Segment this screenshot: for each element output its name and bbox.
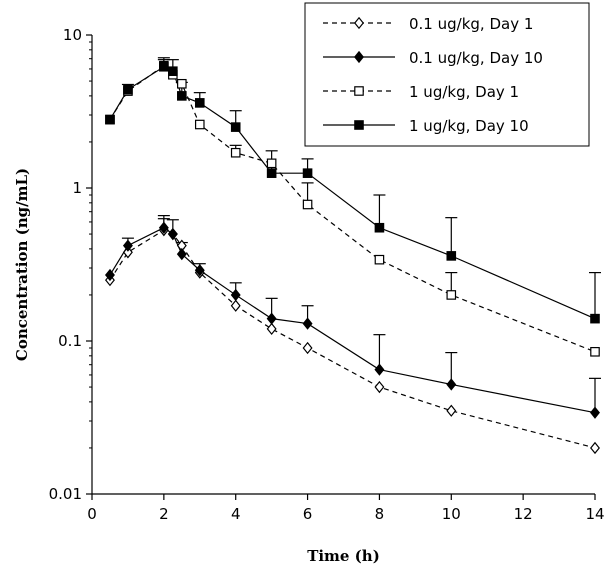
data-point: [374, 363, 385, 376]
x-tick-label: 2: [159, 505, 169, 523]
data-point: [159, 61, 169, 72]
y-tick-label: 0.1: [58, 332, 82, 350]
data-point: [105, 114, 115, 125]
legend-marker: [354, 120, 364, 130]
legend: 0.1 ug/kg, Day 1 0.1 ug/kg, Day 10 1 ug/kg…: [304, 2, 590, 147]
legend-label: 1 ug/kg, Day 10: [409, 117, 529, 135]
data-point: [123, 84, 133, 95]
data-point: [374, 380, 385, 394]
data-point: [302, 199, 313, 210]
x-tick-label: 6: [303, 505, 313, 523]
data-point: [266, 168, 277, 178]
data-point: [230, 122, 241, 132]
series-line-1: [109, 229, 596, 449]
series-line-3: [109, 64, 596, 353]
x-tick-label: 0: [87, 505, 97, 523]
data-point: [177, 78, 187, 89]
data-point: [230, 288, 241, 302]
x-tick-label: 14: [585, 505, 604, 523]
x-tick-label: 8: [375, 505, 385, 523]
y-tick-label: 10: [63, 26, 82, 44]
x-tick-label: 12: [514, 505, 533, 523]
axes: [91, 35, 595, 495]
data-point: [104, 268, 115, 282]
x-axis-title: Time (h): [307, 547, 380, 565]
y-tick-label: 0.01: [49, 485, 82, 503]
data-point: [122, 246, 133, 259]
data-point: [167, 227, 178, 241]
x-axis-ticks: 0 2 4 6 8 10 12 14: [87, 494, 605, 523]
data-point: [374, 254, 385, 265]
legend-box: [304, 2, 590, 147]
legend-label: 1 ug/kg, Day 1: [409, 83, 519, 101]
data-point: [266, 158, 277, 169]
data-point: [446, 251, 457, 261]
data-point: [302, 168, 313, 178]
data-point: [446, 378, 457, 391]
data-point: [590, 406, 600, 419]
data-point: [122, 239, 133, 252]
data-point: [590, 441, 600, 455]
data-point: [590, 346, 600, 357]
x-tick-label: 4: [231, 505, 241, 523]
data-point: [230, 299, 241, 312]
data-point: [446, 404, 457, 417]
series-line-2: [109, 227, 596, 414]
legend-marker: [354, 50, 364, 64]
data-point: [302, 341, 313, 355]
data-point: [374, 222, 385, 233]
legend-marker: [354, 86, 364, 96]
data-point: [194, 264, 205, 277]
data-point: [177, 91, 187, 101]
y-axis-ticks: 0.01 0.1 1 10: [49, 26, 92, 503]
series-line-4: [109, 66, 596, 320]
data-point: [266, 312, 277, 325]
series-lines: [109, 64, 596, 449]
data-points: [104, 60, 600, 455]
y-tick-label: 1: [72, 179, 82, 197]
legend-label: 0.1 ug/kg, Day 10: [409, 49, 543, 67]
x-tick-label: 10: [442, 505, 461, 523]
data-point: [168, 66, 178, 76]
data-point: [230, 147, 241, 158]
y-axis-title: Concentration (ng/mL): [13, 168, 31, 361]
legend-marker: [354, 16, 364, 30]
legend-label: 0.1 ug/kg, Day 1: [409, 15, 533, 33]
data-point: [446, 290, 457, 300]
data-point: [590, 313, 600, 324]
data-point: [158, 221, 169, 234]
data-point: [266, 322, 277, 336]
data-point: [194, 119, 205, 130]
data-point: [194, 98, 205, 108]
data-point: [302, 317, 313, 330]
data-point: [176, 247, 187, 261]
